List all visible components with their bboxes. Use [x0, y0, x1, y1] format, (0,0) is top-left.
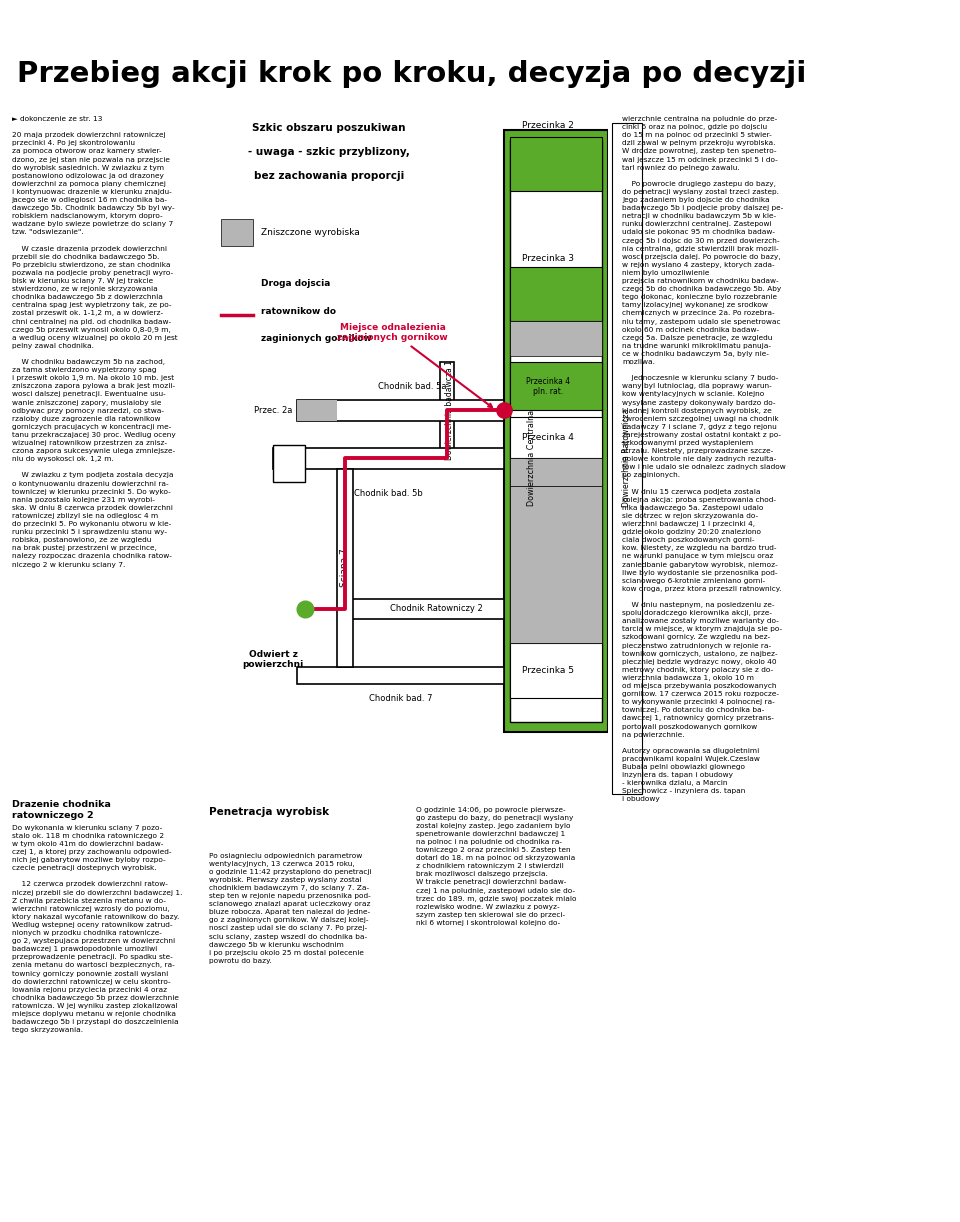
- Text: wierzchnie centralna na poludnie do prze-
cinki 6 oraz na polnoc, gdzie po dojsc: wierzchnie centralna na poludnie do prze…: [622, 116, 786, 803]
- Text: NASZ WUJEK: NASZ WUJEK: [420, 12, 540, 29]
- Text: Miejsce odnalezienia
zaginionych gornikow: Miejsce odnalezienia zaginionych gorniko…: [337, 323, 492, 407]
- Text: - uwaga - szkic przyblizony,: - uwaga - szkic przyblizony,: [248, 147, 410, 156]
- Text: Przecinka 5: Przecinka 5: [522, 666, 574, 675]
- Text: Chodnik bad. 5a: Chodnik bad. 5a: [378, 382, 446, 391]
- Bar: [510, 458, 602, 485]
- Bar: [273, 445, 305, 483]
- Bar: [510, 137, 602, 192]
- Bar: [510, 643, 602, 698]
- Bar: [297, 667, 504, 684]
- Text: bez zachowania proporcji: bez zachowania proporcji: [253, 171, 404, 181]
- Text: Chodnik bad. 7: Chodnik bad. 7: [369, 694, 432, 704]
- Bar: [510, 485, 602, 643]
- Text: Chodnik Ratowniczy 2: Chodnik Ratowniczy 2: [390, 605, 483, 613]
- Text: Odwiert z
powierzchni: Odwiert z powierzchni: [242, 650, 303, 670]
- Text: Szkic obszaru poszukiwan: Szkic obszaru poszukiwan: [252, 123, 405, 133]
- Text: Dowierzchnia Centralna: Dowierzchnia Centralna: [527, 411, 537, 506]
- Text: Chodnik bad. 5b: Chodnik bad. 5b: [354, 489, 423, 499]
- Text: Penetracja wyrobisk: Penetracja wyrobisk: [209, 807, 329, 816]
- Text: NASZ HOLDING: NASZ HOLDING: [805, 12, 948, 29]
- Text: Zniszczone wyrobiska: Zniszczone wyrobiska: [261, 229, 360, 237]
- Text: Przec. 2a: Przec. 2a: [253, 406, 292, 414]
- Bar: [510, 266, 602, 321]
- Text: Sciana 7: Sciana 7: [340, 549, 349, 587]
- Text: Po osiagnieciu odpowiednich parametrow
wentylacyjnych, 13 czerwca 2015 roku,
o g: Po osiagnieciu odpowiednich parametrow w…: [209, 853, 372, 964]
- Text: ratownikow do: ratownikow do: [261, 307, 336, 315]
- Bar: [337, 468, 352, 667]
- Text: Do wykonania w kierunku sciany 7 pozo-
stalo ok. 118 m chodnika ratowniczego 2
w: Do wykonania w kierunku sciany 7 pozo- s…: [12, 800, 182, 1034]
- Bar: [297, 400, 337, 420]
- Bar: [504, 130, 608, 732]
- Bar: [441, 363, 454, 458]
- Text: Przecinka 4
pln. rat.: Przecinka 4 pln. rat.: [526, 376, 570, 396]
- Bar: [221, 219, 253, 246]
- Text: Droga dojscia: Droga dojscia: [261, 280, 330, 288]
- Text: Dowierzchnia Ratownicza: Dowierzchnia Ratownicza: [622, 409, 632, 507]
- Text: Przebieg akcji krok po kroku, decyzja po decyzji: Przebieg akcji krok po kroku, decyzja po…: [17, 60, 806, 88]
- Bar: [510, 417, 602, 458]
- Bar: [510, 363, 602, 411]
- Text: ► dokonczenie ze str. 13

20 maja przodek dowierzchni ratowniczej
przecinki 4. P: ► dokonczenie ze str. 13 20 maja przodek…: [12, 116, 178, 567]
- Text: Dowierzchnia badawcza 1: Dowierzchnia badawcza 1: [444, 360, 454, 461]
- Bar: [345, 599, 504, 620]
- Text: Przecinka 4: Przecinka 4: [522, 434, 574, 442]
- Text: Przecinka 3: Przecinka 3: [522, 254, 574, 263]
- Bar: [273, 448, 504, 468]
- Text: O godzinie 14:06, po powrocie pierwsze-
go zastepu do bazy, do penetracji wyslan: O godzinie 14:06, po powrocie pierwsze- …: [416, 807, 576, 926]
- Text: zaginionych gornikow: zaginionych gornikow: [261, 334, 372, 343]
- Bar: [510, 141, 602, 722]
- Text: 14: 14: [12, 12, 35, 29]
- Bar: [510, 321, 602, 356]
- Bar: [297, 400, 504, 420]
- Text: Drazenie chodnika
ratowniczego 2: Drazenie chodnika ratowniczego 2: [12, 800, 110, 820]
- Text: Przecinka 2: Przecinka 2: [522, 121, 574, 130]
- Bar: [612, 123, 642, 793]
